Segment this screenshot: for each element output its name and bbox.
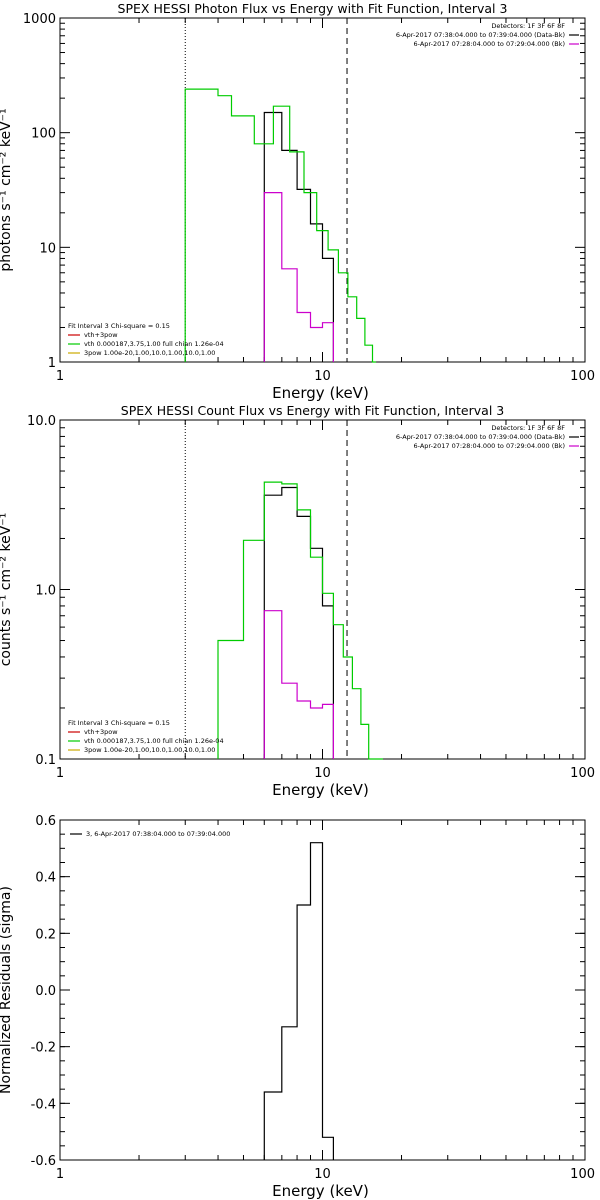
series-step-line-1 bbox=[263, 842, 334, 1160]
series-step-line-2 bbox=[263, 610, 334, 759]
chart-panel-1: 1 10 100 1 10 100 1000 Energy (keV) photons s⁻¹ … bbox=[0, 1, 595, 402]
legend-entry: Detectors: 1F 3F 6F 8F bbox=[491, 424, 565, 432]
y-tick-label: -0.2 bbox=[31, 1041, 56, 1056]
y-tick-label: 0.4 bbox=[35, 871, 56, 886]
y-axis-label: counts s⁻¹ cm⁻² keV⁻¹ bbox=[0, 513, 14, 667]
legend-entry: 6-Apr-2017 07:28:04.000 to 07:29:04.000 … bbox=[414, 442, 565, 450]
x-axis: 1 10 100 bbox=[56, 420, 595, 781]
series-step-line-2 bbox=[263, 192, 334, 362]
chart-panel-2: 1 10 100 0.1 1.0 10.0 Energy (keV) counts s⁻¹ c… bbox=[0, 403, 595, 799]
x-axis-label: Energy (keV) bbox=[272, 781, 369, 799]
x-tick-label: 1 bbox=[56, 1167, 64, 1182]
series-step-line-1 bbox=[263, 486, 334, 759]
fit-legend-entry: vth 0.000187,3.75,1.00 full chian 1.26e-… bbox=[84, 737, 224, 745]
x-axis: 1 10 100 bbox=[56, 820, 595, 1182]
y-axis: 0.1 1.0 10.0 bbox=[27, 414, 585, 768]
y-tick-label: 1.0 bbox=[35, 584, 56, 599]
fit-legend-entry: 3pow 1.00e-20,1.00,10.0,1.00,10.0,1.00 bbox=[84, 746, 215, 754]
y-axis-label: photons s⁻¹ cm⁻² keV⁻¹ bbox=[0, 108, 14, 271]
y-axis-label: Normalized Residuals (sigma) bbox=[0, 886, 14, 1094]
series-step-line-3 bbox=[217, 481, 383, 760]
fit-legend-entry: 3pow 1.00e-20,1.00,10.0,1.00,10.0,1.00 bbox=[84, 349, 215, 357]
x-tick-label: 1 bbox=[56, 369, 64, 384]
y-axis: 1 10 100 1000 bbox=[23, 12, 585, 371]
legend-entry: 6-Apr-2017 07:28:04.000 to 07:29:04.000 … bbox=[414, 40, 565, 48]
y-tick-label: 0.1 bbox=[35, 753, 56, 768]
y-tick-label: 10.0 bbox=[27, 414, 56, 429]
y-tick-label: 0.6 bbox=[35, 814, 56, 829]
plot-frame bbox=[59, 17, 586, 363]
y-tick-label: 100 bbox=[31, 127, 56, 142]
x-axis: 1 10 100 bbox=[56, 18, 595, 384]
chart-title: SPEX HESSI Count Flux vs Energy with Fit… bbox=[121, 403, 504, 418]
fit-legend-entry: vth+3pow bbox=[84, 728, 118, 736]
x-axis-label: Energy (keV) bbox=[272, 1182, 369, 1200]
y-tick-label: 0.2 bbox=[35, 927, 56, 942]
y-tick-label: 0.0 bbox=[35, 984, 56, 999]
x-tick-label: 100 bbox=[570, 766, 595, 781]
fit-legend-entry: Fit Interval 3 Chi-square = 0.15 bbox=[68, 719, 170, 727]
y-axis: -0.6 -0.4 -0.2 0.0 0.2 0.4 0.6 bbox=[31, 814, 585, 1169]
x-tick-label: 10 bbox=[314, 369, 331, 384]
y-tick-label: 1 bbox=[48, 356, 56, 371]
y-tick-label: 1000 bbox=[23, 12, 56, 27]
series-step-line-3 bbox=[184, 88, 377, 363]
y-tick-label: -0.4 bbox=[31, 1097, 56, 1112]
fit-legend-entry: vth 0.000187,3.75,1.00 full chian 1.26e-… bbox=[84, 340, 224, 348]
x-tick-label: 10 bbox=[314, 766, 331, 781]
fit-legend-entry: Fit Interval 3 Chi-square = 0.15 bbox=[68, 322, 170, 330]
fit-legend-entry: vth+3pow bbox=[84, 331, 118, 339]
x-tick-label: 10 bbox=[314, 1167, 331, 1182]
legend-entry: Detectors: 1F 3F 6F 8F bbox=[491, 22, 565, 30]
y-tick-label: -0.6 bbox=[31, 1154, 56, 1169]
x-tick-label: 100 bbox=[570, 369, 595, 384]
x-tick-label: 1 bbox=[56, 766, 64, 781]
legend-entry: 6-Apr-2017 07:38:04.000 to 07:39:04.000 … bbox=[396, 31, 565, 39]
legend-entry: 3, 6-Apr-2017 07:38:04.000 to 07:39:04.0… bbox=[86, 830, 230, 838]
x-axis-label: Energy (keV) bbox=[272, 384, 369, 402]
x-tick-label: 100 bbox=[570, 1167, 595, 1182]
legend-entry: 6-Apr-2017 07:38:04.000 to 07:39:04.000 … bbox=[396, 433, 565, 441]
y-tick-label: 10 bbox=[39, 241, 56, 256]
chart-panel-3: 1 10 100 -0.6 -0.4 -0.2 0.0 0.2 0.4 0.6 Energy (ke… bbox=[0, 814, 595, 1200]
chart-title: SPEX HESSI Photon Flux vs Energy with Fi… bbox=[118, 1, 508, 16]
